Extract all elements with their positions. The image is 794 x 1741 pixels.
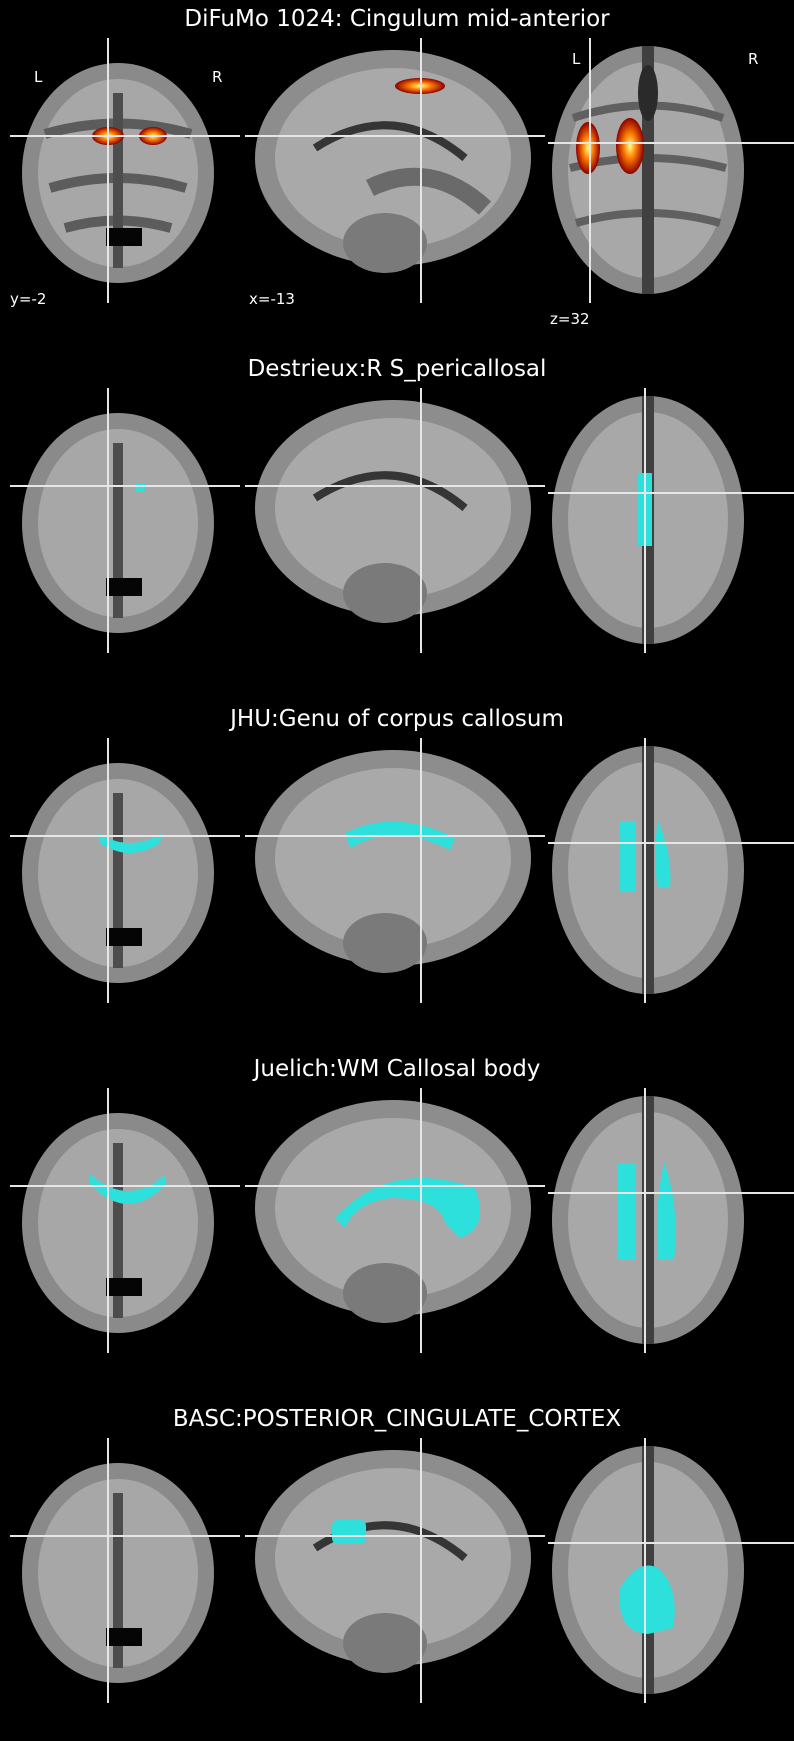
panel-title: Destrieux:R S_pericallosal (247, 356, 547, 382)
axial-view (548, 38, 794, 303)
axial-view (548, 1088, 794, 1353)
panel-title: DiFuMo 1024: Cingulum mid-anterior (184, 6, 610, 32)
left-orientation-label: L (34, 68, 43, 86)
panel-juelich: Juelich:WM Callosal body (0, 1050, 794, 1400)
coronal-view (10, 38, 240, 303)
axial-view (548, 1438, 794, 1703)
panel-difumo: DiFuMo 1024: Cingulum mid-anterior L R L (0, 0, 794, 350)
sagittal-view (245, 1088, 545, 1353)
y-coordinate-label: y=-2 (10, 290, 47, 308)
left-orientation-label-axial: L (572, 50, 581, 68)
panel-title: BASC:POSTERIOR_CINGULATE_CORTEX (172, 1406, 622, 1432)
axial-view (548, 388, 794, 653)
panel-title: Juelich:WM Callosal body (253, 1056, 541, 1082)
sagittal-view (245, 388, 545, 653)
axial-view (548, 738, 794, 1003)
right-orientation-label: R (212, 68, 223, 86)
panel-title: JHU:Genu of corpus callosum (230, 706, 564, 732)
sagittal-view (245, 1438, 545, 1703)
sagittal-view (245, 738, 545, 1003)
coronal-view (10, 388, 240, 653)
panel-jhu: JHU:Genu of corpus callosum (0, 700, 794, 1050)
x-coordinate-label: x=-13 (249, 290, 295, 308)
coronal-view (10, 738, 240, 1003)
panel-destrieux: Destrieux:R S_pericallosal (0, 350, 794, 700)
coronal-view (10, 1438, 240, 1703)
z-coordinate-label: z=32 (550, 310, 590, 328)
sagittal-view (245, 38, 545, 303)
right-orientation-label-axial: R (748, 50, 759, 68)
coronal-view (10, 1088, 240, 1353)
panel-basc: BASC:POSTERIOR_CINGULATE_CORTEX (0, 1400, 794, 1741)
